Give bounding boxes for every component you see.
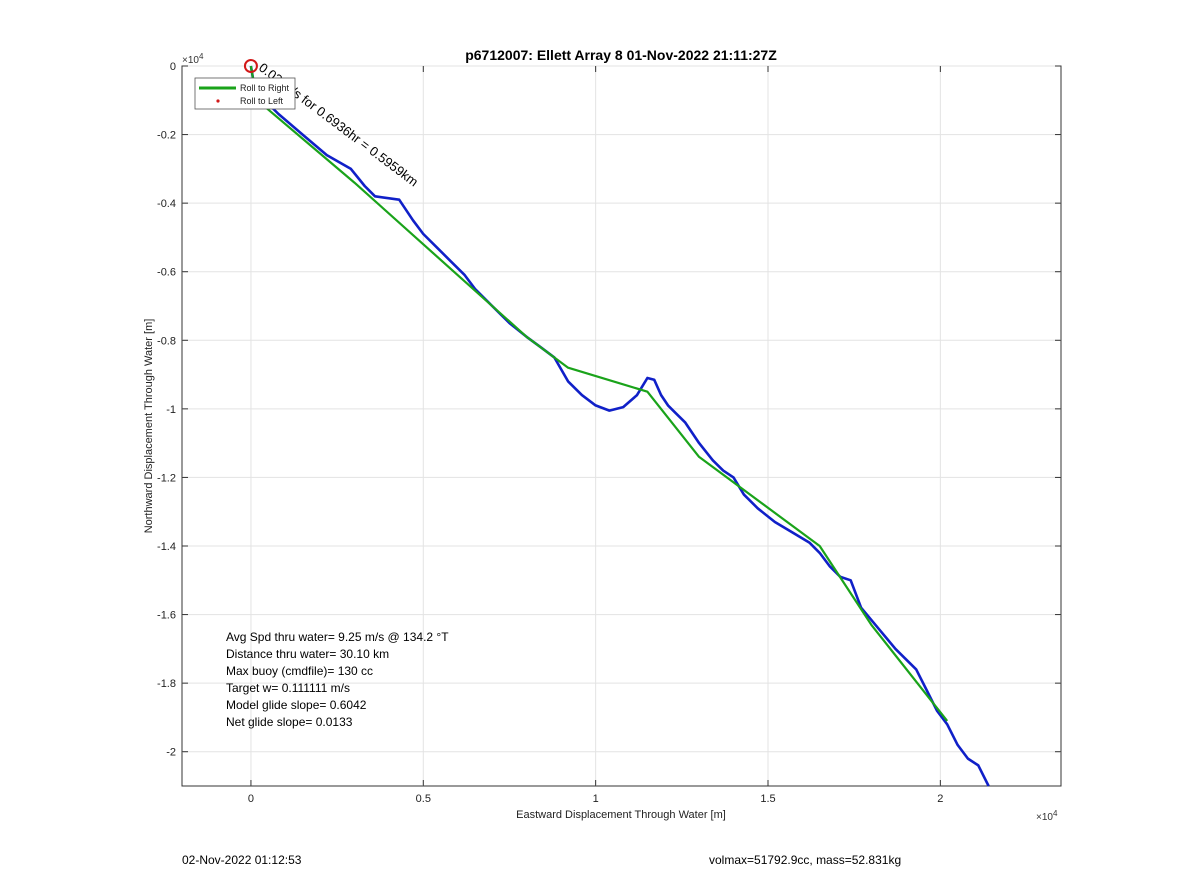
x-axis-label: Eastward Displacement Through Water [m]	[516, 809, 726, 821]
y-tick-label: -1.4	[157, 541, 176, 553]
stats-block: Avg Spd thru water= 9.25 m/s @ 134.2 °T …	[226, 630, 449, 729]
y-tick-label: -1.6	[157, 610, 176, 622]
y-exponent: ×104	[182, 52, 204, 66]
y-tick-label: -0.4	[157, 198, 176, 210]
y-tick-label: 0	[170, 61, 176, 73]
y-tick-label: -0.8	[157, 335, 176, 347]
start-marker	[243, 59, 258, 73]
y-axis-label: Northward Displacement Through Water [m]	[143, 319, 155, 534]
legend-marker-roll-left	[216, 99, 220, 103]
x-exponent: ×104	[1036, 809, 1058, 823]
x-tick-label: 0	[248, 793, 254, 805]
x-tick-label: 2	[937, 793, 943, 805]
legend: Roll to Right Roll to Left	[194, 77, 296, 110]
y-tick-label: -0.6	[157, 267, 176, 279]
x-tick-label: 1.5	[760, 793, 775, 805]
stat-avg-speed: Avg Spd thru water= 9.25 m/s @ 134.2 °T	[226, 630, 449, 644]
footer-timestamp: 02-Nov-2022 01:12:53	[182, 853, 302, 867]
grid	[182, 65, 1061, 786]
chart-title: p6712007: Ellett Array 8 01-Nov-2022 21:…	[465, 47, 777, 63]
legend-box	[194, 77, 296, 110]
legend-entry-roll-left: Roll to Left	[240, 96, 284, 106]
x-tick-label: 1	[593, 793, 599, 805]
x-axis-ticks: 0 0.5 1 1.5 2	[248, 66, 943, 805]
y-tick-label: -1	[166, 404, 176, 416]
plot-area	[181, 65, 1062, 787]
footer-vol-mass: volmax=51792.9cc, mass=52.831kg	[709, 853, 901, 867]
stat-model-glide-slope: Model glide slope= 0.6042	[226, 698, 367, 712]
y-tick-label: -1.2	[157, 472, 176, 484]
x-tick-label: 0.5	[416, 793, 431, 805]
stat-max-buoy: Max buoy (cmdfile)= 130 cc	[226, 664, 373, 678]
y-tick-label: -1.8	[157, 678, 176, 690]
series-track-line	[249, 65, 990, 787]
stat-net-glide-slope: Net glide slope= 0.0133	[226, 715, 353, 729]
legend-entry-roll-right: Roll to Right	[240, 83, 290, 93]
y-tick-label: -0.2	[157, 130, 176, 142]
stat-distance: Distance thru water= 30.10 km	[226, 647, 389, 661]
stat-target-w: Target w= 0.111111 m/s	[226, 681, 350, 695]
y-tick-label: -2	[166, 747, 176, 759]
y-axis-ticks: 0 -0.2 -0.4 -0.6 -0.8 -1 -1.2 -1.4 -1.6 -1.8 -2	[157, 61, 1061, 759]
